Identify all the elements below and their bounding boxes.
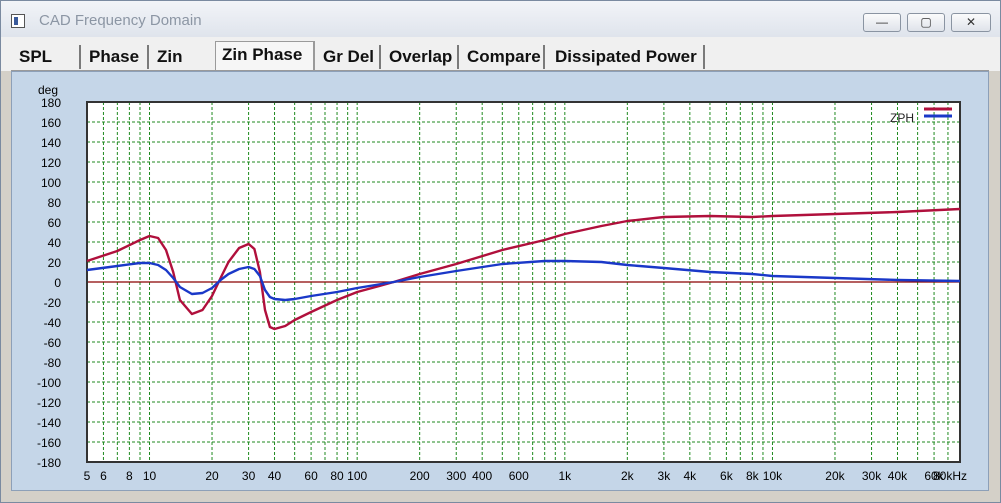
zin-phase-chart[interactable]: 180160140120100806040200-20-40-60-80-100… [12,72,988,490]
x-tick-label: 10k [763,469,783,483]
x-tick-label: 100 [347,469,367,483]
tab-phase[interactable]: Phase [83,45,149,69]
x-tick-label: 20k [825,469,845,483]
y-tick-label: 20 [48,256,62,270]
x-tick-label: 60k [924,469,944,483]
series-red-line [86,207,961,331]
y-tick-label: -20 [44,296,62,310]
x-tick-label: 5 [84,469,91,483]
maximize-button[interactable]: ▢ [907,13,945,32]
minimize-button[interactable]: — [863,13,901,32]
x-tick-label: 8 [126,469,133,483]
series-blue-line [86,259,961,302]
y-tick-label: 80 [48,196,62,210]
x-tick-label: 80 [330,469,344,483]
x-tick-label: 30 [242,469,256,483]
x-tick-label: 3k [658,469,672,483]
y-tick-label: -40 [44,316,62,330]
x-tick-label: 200 [410,469,430,483]
tab-zin[interactable]: Zin [157,47,183,66]
x-tick-label: 6 [100,469,107,483]
app-icon [11,14,25,28]
tab-overlap[interactable]: Overlap [383,45,459,69]
x-tick-label: 4k [683,469,697,483]
x-tick-label: 10 [143,469,157,483]
legend-label: ZPH [890,111,914,125]
x-tick-label: 30k [862,469,882,483]
y-tick-label: -60 [44,336,62,350]
y-tick-label: -160 [37,436,61,450]
tab-zin-phase[interactable]: Zin Phase [215,41,315,71]
x-tick-label: 40 [268,469,282,483]
tab-spl[interactable]: SPL [13,45,81,69]
x-tick-label: 2k [621,469,635,483]
tab-gr-del[interactable]: Gr Del [317,45,381,69]
close-button[interactable]: ✕ [951,13,991,32]
y-tick-label: 180 [41,96,61,110]
y-tick-label: 120 [41,156,61,170]
tab-bar: SPL Phase Zin Zin Phase Gr Del Overlap C… [1,37,1000,71]
y-tick-label: 60 [48,216,62,230]
y-tick-label: -140 [37,416,61,430]
plot-frame [86,101,961,463]
y-tick-label: -80 [44,356,62,370]
x-tick-label: 6k [720,469,734,483]
y-tick-label: 40 [48,236,62,250]
legend: ZPH [890,107,952,125]
y-tick-label: 160 [41,116,61,130]
y-tick-label: 140 [41,136,61,150]
y-tick-label: -100 [37,376,61,390]
x-tick-label: 80kHz [933,469,967,483]
x-tick-label: 400 [472,469,492,483]
y-tick-label: 0 [54,276,61,290]
chart-panel: 180 160 140 120 100 80 60 40 20 0 -20 -40 -60 -80 -100… [11,71,989,491]
series-layer [86,207,961,331]
title-bar[interactable]: CAD Frequency Domain — ▢ ✕ [1,1,1000,38]
y-tick-label: 100 [41,176,61,190]
tab-dissipated-power[interactable]: Dissipated Power [549,45,705,69]
x-axis-labels: 5 6 8 10 20 30 40 60 80 100 200 300 400 600 1k 2k 3k 4k 6k… [84,469,967,483]
y-tick-label: -120 [37,396,61,410]
x-tick-label: 40k [888,469,908,483]
tab-divider [11,70,989,71]
y-unit-label: deg [38,83,58,97]
tab-compare[interactable]: Compare [461,45,545,69]
x-tick-label: 600 [509,469,529,483]
x-tick-label: 8k [746,469,760,483]
grid [86,101,961,463]
y-tick-label: -180 [37,456,61,470]
x-tick-label: 1k [558,469,572,483]
y-axis-labels: 180 160 140 120 100 80 60 40 20 0 -20 -40 -60 -80 -100… [37,96,61,470]
x-tick-label: 300 [446,469,466,483]
x-tick-label: 60 [304,469,318,483]
x-tick-label: 20 [205,469,219,483]
window-title: CAD Frequency Domain [39,12,202,29]
